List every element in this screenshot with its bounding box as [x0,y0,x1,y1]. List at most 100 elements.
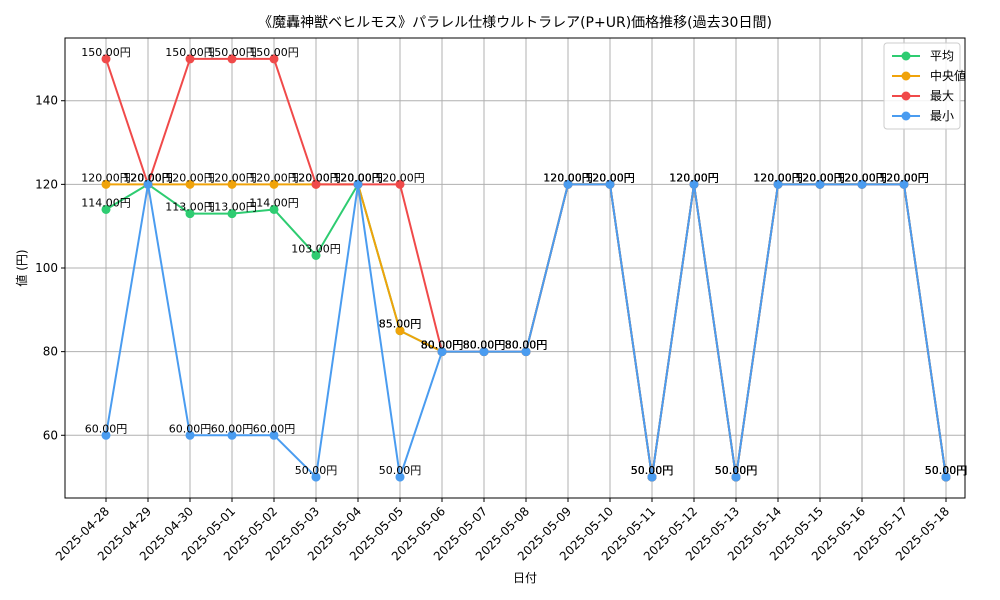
data-point [731,472,741,482]
data-label: 120.00円 [879,171,929,184]
data-point [311,472,321,482]
data-label: 80.00円 [505,339,548,352]
data-point [395,326,405,336]
legend-label: 平均 [930,49,954,63]
data-labels: 114.00円120.00円113.00円113.00円114.00円103.0… [81,46,967,477]
data-label: 120.00円 [333,171,383,184]
data-label: 50.00円 [631,464,674,477]
data-label: 120.00円 [753,171,803,184]
data-point [269,54,279,64]
data-point [227,430,237,440]
y-axis-ticks: 60 80 100 120 140 [35,94,65,442]
data-label: 50.00円 [925,464,968,477]
data-label: 120.00円 [795,171,845,184]
data-label: 120.00円 [543,171,593,184]
legend-marker [901,51,911,61]
data-point [227,54,237,64]
data-label: 120.00円 [123,171,173,184]
data-point [269,204,279,214]
data-point [269,430,279,440]
data-label: 120.00円 [123,171,173,184]
y-tick-label: 100 [35,261,58,275]
data-label: 120.00円 [207,171,257,184]
data-label: 120.00円 [795,171,845,184]
data-point [185,430,195,440]
legend-marker [901,91,911,101]
data-label: 50.00円 [715,464,758,477]
data-point [437,347,447,357]
data-label: 80.00円 [421,339,464,352]
series-layer [101,54,951,482]
data-point [269,179,279,189]
series-4 [101,179,951,482]
grid [65,38,965,498]
data-label: 120.00円 [333,171,383,184]
data-point [353,179,363,189]
data-label: 50.00円 [379,464,422,477]
data-label: 120.00円 [333,171,383,184]
y-tick-label: 120 [35,177,58,191]
data-point [815,179,825,189]
data-label: 85.00円 [379,318,422,331]
data-label: 50.00円 [715,464,758,477]
data-point [101,54,111,64]
legend-marker [901,71,911,81]
data-label: 50.00円 [631,464,674,477]
data-label: 60.00円 [211,422,254,435]
data-label: 120.00円 [753,171,803,184]
data-label: 120.00円 [795,171,845,184]
data-label: 113.00円 [165,201,215,214]
data-label: 80.00円 [505,339,548,352]
data-label: 120.00円 [543,171,593,184]
data-label: 80.00円 [421,339,464,352]
data-label: 120.00円 [165,171,215,184]
data-label: 80.00円 [505,339,548,352]
data-label: 50.00円 [925,464,968,477]
data-label: 120.00円 [543,171,593,184]
data-label: 120.00円 [837,171,887,184]
data-label: 80.00円 [505,339,548,352]
data-label: 120.00円 [333,171,383,184]
data-label: 120.00円 [585,171,635,184]
data-label: 60.00円 [253,422,296,435]
data-point [647,472,657,482]
data-label: 114.00円 [81,196,131,209]
data-label: 50.00円 [295,464,338,477]
legend-label: 最小 [930,109,954,123]
data-label: 120.00円 [543,171,593,184]
data-label: 60.00円 [169,422,212,435]
data-label: 80.00円 [421,339,464,352]
data-point [605,179,615,189]
data-point [941,472,951,482]
data-label: 150.00円 [81,46,131,59]
legend-box [883,42,961,130]
data-label: 120.00円 [669,171,719,184]
data-label: 80.00円 [463,339,506,352]
data-label: 120.00円 [291,171,341,184]
data-point [185,179,195,189]
data-label: 80.00円 [463,339,506,352]
data-point [395,472,405,482]
data-label: 114.00円 [249,196,299,209]
data-point [899,179,909,189]
data-point [227,209,237,219]
data-label: 120.00円 [837,171,887,184]
data-label: 80.00円 [463,339,506,352]
data-label: 120.00円 [669,171,719,184]
data-label: 120.00円 [375,171,425,184]
data-label: 120.00円 [753,171,803,184]
data-point [689,179,699,189]
data-label: 120.00円 [291,171,341,184]
data-label: 120.00円 [123,171,173,184]
data-label: 113.00円 [207,201,257,214]
data-point [773,179,783,189]
data-label: 120.00円 [837,171,887,184]
data-point [857,179,867,189]
data-label: 80.00円 [463,339,506,352]
data-point [185,209,195,219]
legend-label: 最大 [930,89,954,103]
data-point [521,347,531,357]
